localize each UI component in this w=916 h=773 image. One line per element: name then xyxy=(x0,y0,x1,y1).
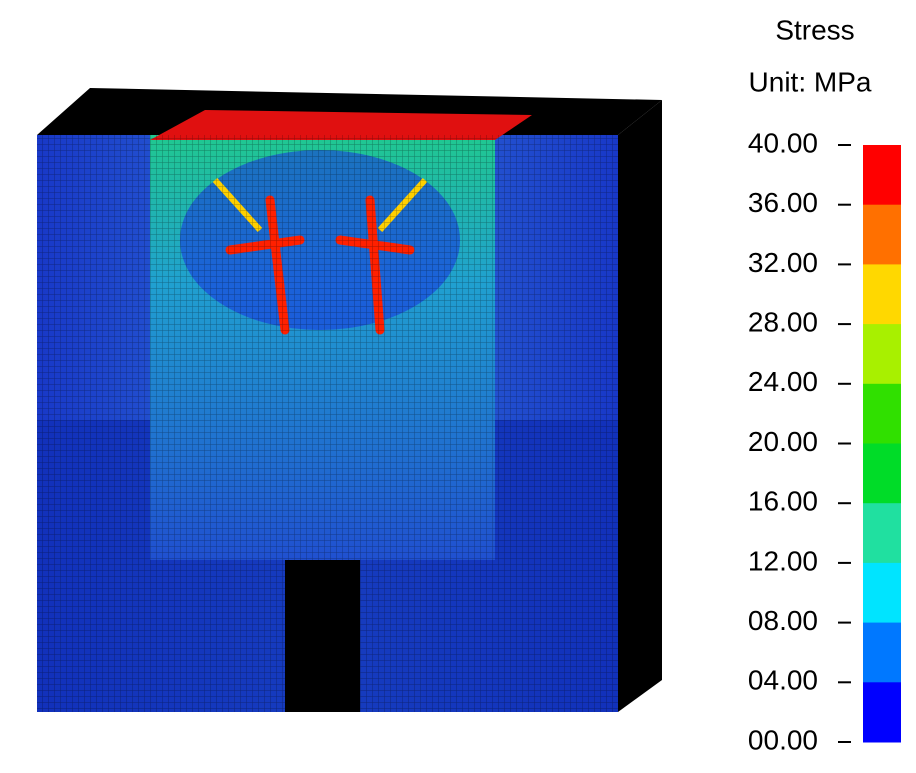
color-band xyxy=(863,383,901,444)
tick-label: 12.00 xyxy=(748,545,818,576)
tick-label: 24.00 xyxy=(748,366,818,397)
color-band xyxy=(863,204,901,265)
color-band xyxy=(863,622,901,683)
mesh xyxy=(37,135,618,712)
tick-label: 40.00 xyxy=(748,127,818,158)
tick-label: 36.00 xyxy=(748,187,818,218)
color-band xyxy=(863,503,901,564)
color-band xyxy=(863,145,901,206)
legend: Stress Unit: MPa 40.00 36.00 32.00 28.00 24.… xyxy=(748,14,901,755)
block-side xyxy=(618,100,662,712)
color-band xyxy=(863,682,901,743)
tick-label: 00.00 xyxy=(748,724,818,755)
tick-label: 16.00 xyxy=(748,486,818,517)
tick-label: 04.00 xyxy=(748,665,818,696)
model xyxy=(37,88,662,712)
color-band xyxy=(863,264,901,325)
color-band xyxy=(863,324,901,385)
top-load-area xyxy=(150,110,532,140)
color-band xyxy=(863,443,901,504)
tick-label: 32.00 xyxy=(748,247,818,278)
legend-title: Stress xyxy=(775,14,854,45)
legend-unit: Unit: MPa xyxy=(749,66,872,97)
color-band xyxy=(863,562,901,624)
tick-label: 08.00 xyxy=(748,605,818,636)
tick-label: 28.00 xyxy=(748,306,818,337)
tick-label: 20.00 xyxy=(748,426,818,457)
